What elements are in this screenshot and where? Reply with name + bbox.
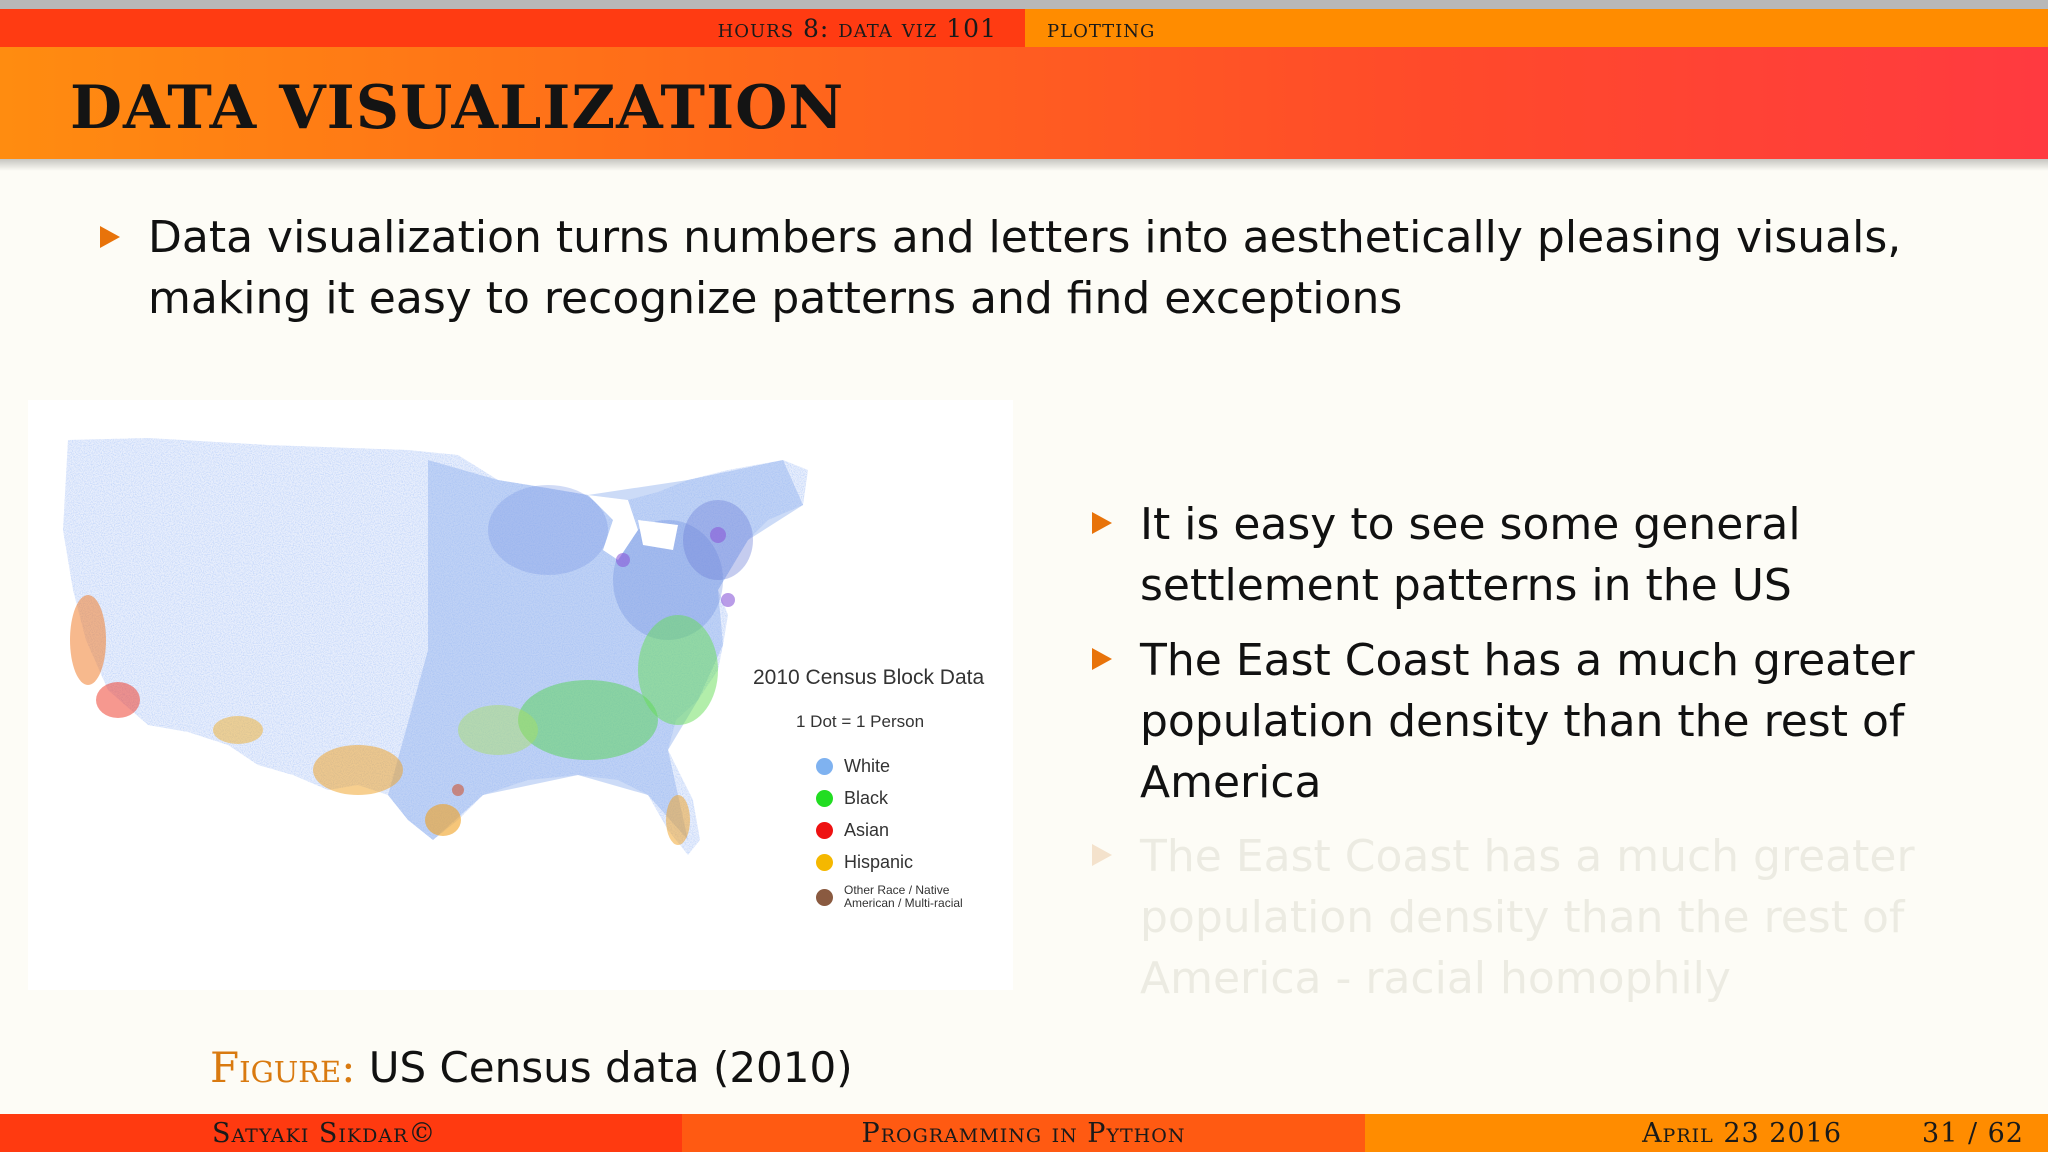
footer-author: Satyaki Sikdar© bbox=[212, 1117, 437, 1149]
legend-dot-other bbox=[816, 888, 833, 906]
footer-date-cell: April 23 2016 31 / 62 bbox=[1365, 1114, 2048, 1152]
bullet-arrow-icon bbox=[100, 226, 120, 248]
legend-item-other: Other Race / Native American / Multi-rac… bbox=[816, 884, 984, 910]
bullet-arrow-icon bbox=[1092, 844, 1112, 866]
legend-label: Asian bbox=[844, 820, 890, 840]
legend-subtitle: 1 Dot = 1 Person bbox=[796, 712, 925, 731]
figure-caption: Figure: US Census data (2010) bbox=[210, 1043, 853, 1092]
footer: Satyaki Sikdar© Programming in Python Ap… bbox=[0, 1114, 2048, 1152]
footer-date: April 23 2016 bbox=[1642, 1117, 1843, 1149]
footer-course-cell: Programming in Python bbox=[682, 1114, 1365, 1152]
page-number: 31 / 62 bbox=[1922, 1117, 2024, 1149]
bullet-settlement: It is easy to see some general settlemen… bbox=[1140, 499, 1801, 611]
legend-item-black: Black bbox=[816, 788, 888, 809]
bullet-east-coast: The East Coast has a much greater popula… bbox=[1140, 635, 1915, 808]
caption-label: Figure: bbox=[210, 1043, 356, 1092]
census-map-figure: 2010 Census Block Data 1 Dot = 1 Person … bbox=[28, 400, 1013, 990]
bullet-intro: Data visualization turns numbers and let… bbox=[148, 212, 1902, 324]
caption-text: US Census data (2010) bbox=[368, 1043, 853, 1092]
legend-item-white: White bbox=[816, 756, 890, 777]
nav-section-label: hours 8: data viz 101 bbox=[717, 13, 997, 43]
nav-subsection-label: plotting bbox=[1047, 13, 1156, 43]
bullet-arrow-icon bbox=[1092, 648, 1112, 670]
us-dot-map bbox=[63, 438, 808, 855]
section-navigation: hours 8: data viz 101 plotting bbox=[0, 9, 2048, 47]
nav-section[interactable]: hours 8: data viz 101 bbox=[0, 9, 1025, 47]
legend-dot-hispanic bbox=[816, 854, 833, 871]
top-strip bbox=[0, 0, 2048, 9]
legend-dot-asian bbox=[816, 822, 833, 839]
title-bar: DATA VISUALIZATION bbox=[0, 47, 2048, 159]
nav-subsection[interactable]: plotting bbox=[1025, 9, 2048, 47]
bullet-homophily-faded: The East Coast has a much greater popula… bbox=[1140, 831, 1915, 1004]
bullet-arrow-icon bbox=[1092, 512, 1112, 534]
title-shadow bbox=[0, 159, 2048, 171]
legend-item-hispanic: Hispanic bbox=[816, 852, 913, 873]
slide-title: DATA VISUALIZATION bbox=[70, 73, 845, 143]
footer-course: Programming in Python bbox=[861, 1117, 1186, 1149]
legend-label: White bbox=[844, 756, 891, 776]
footer-author-cell: Satyaki Sikdar© bbox=[0, 1114, 682, 1152]
legend-label: Hispanic bbox=[844, 852, 914, 872]
legend-item-asian: Asian bbox=[816, 820, 889, 841]
legend-dot-white bbox=[816, 758, 833, 775]
legend-title: 2010 Census Block Data bbox=[753, 666, 985, 689]
legend-label: Black bbox=[844, 788, 889, 808]
legend-dot-black bbox=[816, 790, 833, 807]
legend-label: Other Race / Native American / Multi-rac… bbox=[844, 883, 963, 910]
